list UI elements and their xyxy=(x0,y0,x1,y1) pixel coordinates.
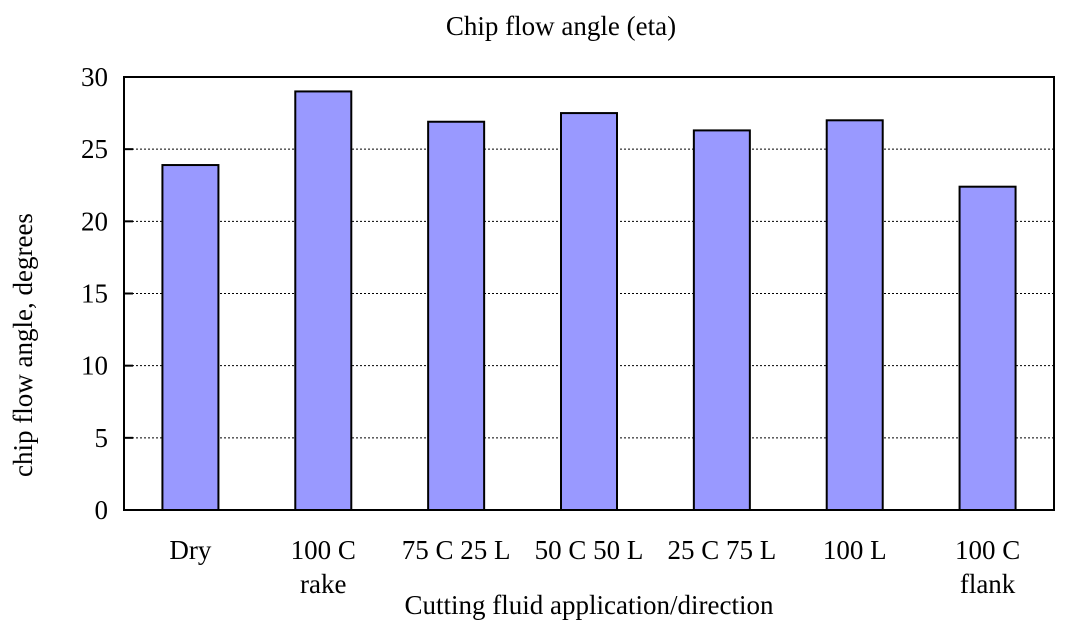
x-tick-label: flank xyxy=(960,569,1016,599)
x-tick-label: Dry xyxy=(169,535,211,565)
y-axis-ticks: 0 5 10 15 20 25 30 xyxy=(81,62,133,525)
x-tick-label: rake xyxy=(300,569,346,599)
x-axis-ticks: Dry 100 C rake 75 C 25 L 50 C 50 L 25 C 75 L 1… xyxy=(169,535,1020,599)
bar xyxy=(294,90,353,512)
y-axis-label: chip flow angle, degrees xyxy=(8,213,38,477)
x-tick-label: 100 C xyxy=(291,535,356,565)
bar xyxy=(427,120,486,511)
y-tick-label: 0 xyxy=(95,495,109,525)
bar xyxy=(825,119,884,512)
chart-title: Chip flow angle (eta) xyxy=(446,11,676,41)
bar xyxy=(958,185,1017,511)
bar xyxy=(692,129,751,512)
x-tick-label: 25 C 75 L xyxy=(667,535,776,565)
x-tick-label: 100 L xyxy=(823,535,887,565)
x-tick-label: 100 C xyxy=(955,535,1020,565)
y-tick-label: 10 xyxy=(81,351,108,381)
bar xyxy=(560,112,618,511)
y-tick-label: 25 xyxy=(81,134,108,164)
y-tick-label: 30 xyxy=(81,62,108,92)
y-tick-label: 15 xyxy=(81,279,108,309)
bar xyxy=(161,164,220,511)
y-tick-label: 20 xyxy=(81,206,108,236)
x-axis-label: Cutting fluid application/direction xyxy=(405,590,774,620)
x-tick-label: 75 C 25 L xyxy=(402,535,511,565)
y-tick-label: 5 xyxy=(95,423,109,453)
x-tick-label: 50 C 50 L xyxy=(535,535,644,565)
bars xyxy=(161,90,1017,512)
